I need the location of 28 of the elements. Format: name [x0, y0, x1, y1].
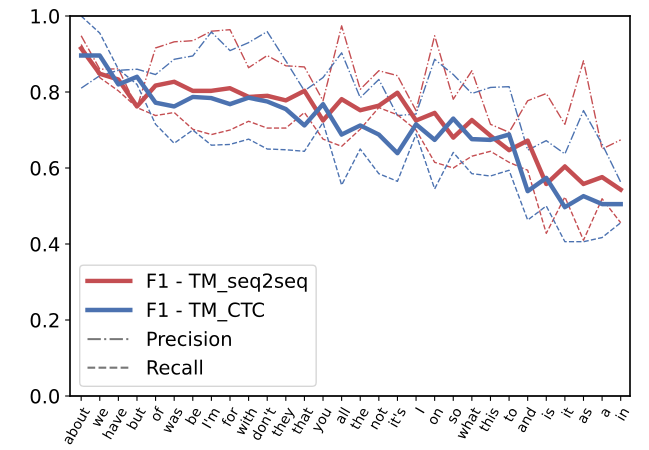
y-tick-label: 0.0	[30, 388, 59, 404]
x-tick-label: but	[126, 406, 146, 430]
y-tick-label: 0.2	[30, 312, 58, 328]
x-tick-label: not	[368, 406, 388, 430]
y-tick-label: 0.8	[30, 84, 59, 100]
legend-label: F1 - TM_CTC	[148, 302, 264, 322]
legend-label: F1 - TM_seq2seq	[148, 273, 307, 292]
annotation: Recall	[148, 360, 202, 375]
x-tick-label: all	[334, 406, 350, 424]
y-tick-label: 1.0	[31, 8, 59, 24]
x-tick-label: it	[560, 406, 574, 418]
x-tick-label: of	[149, 405, 166, 422]
x-tick-label: in	[615, 406, 630, 421]
x-tick-label: the	[349, 406, 370, 431]
x-tick-label: a	[600, 408, 611, 418]
x-tick-label: is	[541, 406, 556, 420]
x-tick-label: I'm	[202, 406, 220, 428]
x-tick-label: to	[502, 406, 518, 423]
x-tick-label: be	[184, 406, 202, 426]
y-tick-label: 0.4	[30, 236, 60, 252]
x-tick-label: as	[578, 408, 592, 424]
x-tick-label: for	[220, 406, 240, 428]
y-tick-label: 0.6	[30, 160, 60, 176]
annotation: Precision	[148, 331, 231, 346]
x-tick-label: on	[428, 408, 444, 426]
x-tick-label: this	[478, 406, 500, 433]
x-tick-label: I	[415, 407, 425, 414]
x-tick-label: it's	[388, 406, 406, 428]
